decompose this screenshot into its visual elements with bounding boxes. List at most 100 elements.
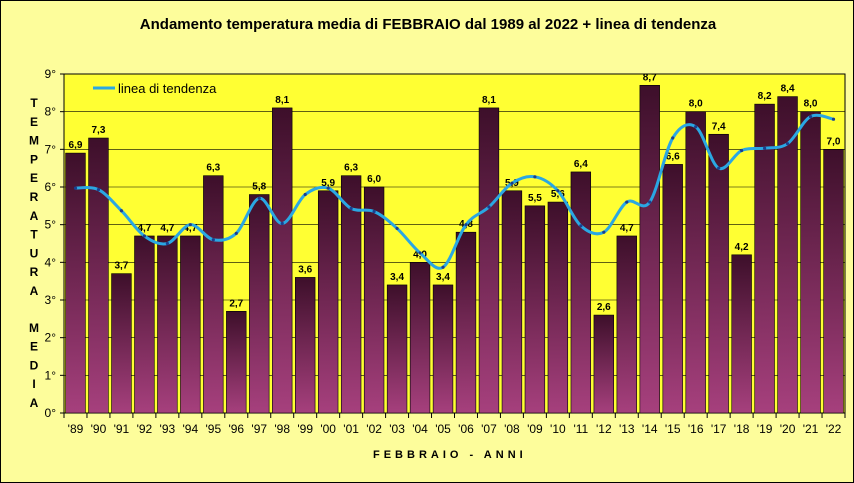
trend-point xyxy=(694,125,698,129)
data-label: 8,2 xyxy=(758,91,772,102)
bar xyxy=(501,190,523,414)
bar xyxy=(593,314,614,414)
trend-point xyxy=(763,146,767,150)
data-label: 6,4 xyxy=(574,159,588,170)
trend-point xyxy=(395,226,399,231)
x-tick-label: '90 xyxy=(91,422,107,436)
trend-point xyxy=(785,142,790,146)
y-axis-title-char: I xyxy=(32,377,35,391)
y-tick-label: 0° xyxy=(45,406,57,420)
x-tick-label: '09 xyxy=(527,422,543,436)
x-tick-label: '89 xyxy=(68,422,84,436)
trend-point xyxy=(740,148,744,153)
data-label: 4,2 xyxy=(735,242,749,253)
trend-point xyxy=(234,231,238,235)
data-label: 8,7 xyxy=(643,72,657,83)
y-axis-title-char: M xyxy=(29,134,39,148)
y-tick-label: 2° xyxy=(45,331,57,345)
bar xyxy=(685,111,706,414)
trend-point xyxy=(464,223,468,227)
x-tick-label: '93 xyxy=(160,422,176,436)
y-tick-label: 3° xyxy=(45,293,57,307)
x-tick-label: '15 xyxy=(665,422,681,436)
y-axis-title-char: E xyxy=(30,340,38,354)
trend-point xyxy=(73,186,78,190)
data-label: 6,0 xyxy=(367,174,381,185)
bar xyxy=(409,262,431,414)
y-tick-label: 6° xyxy=(45,180,57,194)
x-tick-label: '01 xyxy=(343,422,359,436)
bar xyxy=(777,96,798,414)
legend: linea di tendenza xyxy=(93,81,217,96)
x-tick-label: '08 xyxy=(504,422,520,436)
x-tick-label: '99 xyxy=(297,422,313,436)
trend-point xyxy=(808,114,813,119)
trend-point xyxy=(579,224,583,228)
bar xyxy=(524,205,546,414)
y-axis-title-char: E xyxy=(30,171,38,185)
trend-point xyxy=(142,234,146,238)
y-tick-label: 4° xyxy=(45,255,57,269)
bar xyxy=(570,171,592,414)
bar xyxy=(317,190,339,414)
y-axis-title-char: P xyxy=(30,152,38,166)
trend-point xyxy=(510,181,514,185)
x-tick-label: '92 xyxy=(137,422,153,436)
bar xyxy=(455,231,477,414)
x-tick-label: '10 xyxy=(550,422,566,436)
bar xyxy=(295,277,316,414)
trend-point xyxy=(165,241,169,246)
trend-point xyxy=(326,186,330,190)
data-label: 3,6 xyxy=(298,264,312,275)
data-label: 6,3 xyxy=(206,163,220,174)
trend-point xyxy=(831,117,836,121)
data-label: 4,7 xyxy=(183,223,197,234)
y-axis-title-char: R xyxy=(30,265,39,279)
y-tick-label: 7° xyxy=(45,142,57,156)
bar xyxy=(65,152,86,414)
x-tick-label: '04 xyxy=(412,422,428,436)
data-label: 3,7 xyxy=(114,261,128,272)
data-label: 6,6 xyxy=(666,151,680,162)
x-tick-label: '02 xyxy=(366,422,382,436)
bar xyxy=(662,164,683,414)
trend-point xyxy=(188,223,192,227)
bar xyxy=(134,235,155,414)
trend-point xyxy=(556,189,560,193)
data-label: 5,8 xyxy=(252,182,266,193)
trend-point xyxy=(257,196,261,200)
bar xyxy=(823,149,844,414)
y-axis-title-char: A xyxy=(30,284,39,298)
bar xyxy=(226,310,247,414)
x-tick-label: '07 xyxy=(481,422,497,436)
data-label: 8,4 xyxy=(781,84,795,95)
trend-point xyxy=(602,230,606,234)
trend-point xyxy=(717,166,721,170)
x-tick-label: '97 xyxy=(251,422,267,436)
data-label: 4,7 xyxy=(160,223,174,234)
bar xyxy=(386,284,408,414)
data-label: 7,3 xyxy=(92,125,106,136)
bar xyxy=(639,85,660,414)
trend-point xyxy=(648,200,652,204)
bar xyxy=(111,273,132,414)
data-label: 4,7 xyxy=(620,223,634,234)
trend-point xyxy=(487,205,491,209)
trend-point xyxy=(625,200,629,204)
x-tick-label: '14 xyxy=(642,422,658,436)
trend-point xyxy=(119,209,124,213)
x-tick-label: '13 xyxy=(619,422,635,436)
y-axis-title-char: R xyxy=(30,190,39,204)
data-label: 7,4 xyxy=(712,121,726,132)
bar xyxy=(180,235,201,414)
bar xyxy=(731,254,752,414)
x-tick-label: '22 xyxy=(826,422,842,436)
bar xyxy=(432,284,454,414)
bar xyxy=(708,133,729,414)
data-label: 6,9 xyxy=(69,140,83,151)
data-label: 7,0 xyxy=(827,136,841,147)
x-tick-label: '05 xyxy=(435,422,451,436)
trend-point xyxy=(280,221,284,226)
bar xyxy=(363,186,385,414)
